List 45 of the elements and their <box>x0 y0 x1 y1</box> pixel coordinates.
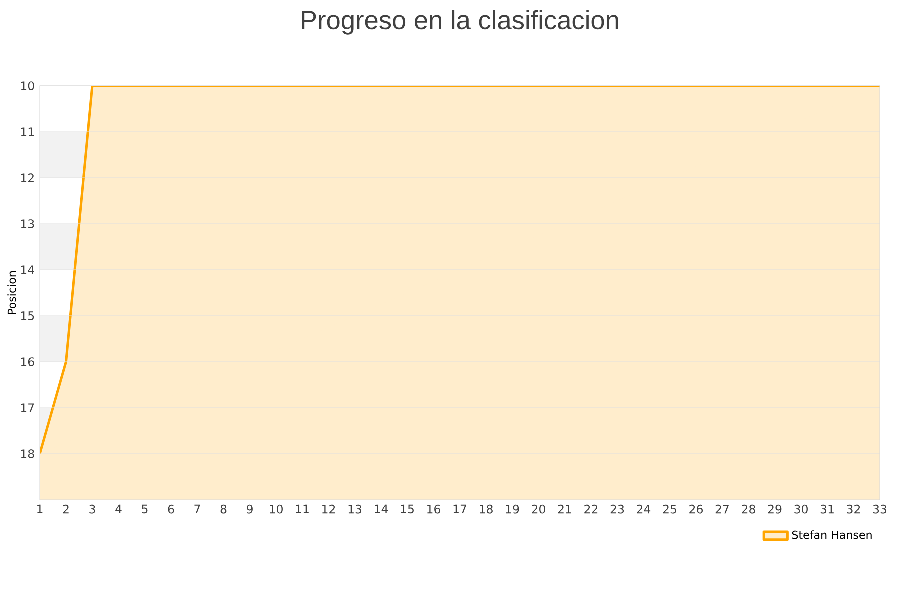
x-tick-label: 33 <box>873 504 887 514</box>
y-tick-label: 16 <box>21 358 34 366</box>
x-tick-label: 15 <box>401 504 414 514</box>
x-tick-label: 25 <box>663 504 676 514</box>
x-tick-label: 21 <box>558 504 572 514</box>
x-tick-label: 18 <box>480 504 493 514</box>
x-tick-label: 5 <box>142 504 148 514</box>
x-tick-label: 4 <box>116 504 122 514</box>
x-tick-label: 32 <box>847 504 860 514</box>
x-tick-label: 30 <box>794 504 808 514</box>
x-tick-label: 7 <box>194 504 200 514</box>
x-tick-label: 8 <box>220 504 227 514</box>
y-tick-label: 14 <box>21 266 34 274</box>
chart-title: Progreso en la clasificacion <box>302 10 618 35</box>
x-tick-label: 12 <box>322 504 336 514</box>
x-tick-label: 19 <box>506 504 520 514</box>
y-tick-label: 18 <box>21 450 34 458</box>
x-tick-label: 29 <box>768 504 782 514</box>
x-tick-label: 20 <box>532 504 546 514</box>
y-tick-label: 10 <box>21 82 34 90</box>
y-tick-label: 15 <box>21 312 34 320</box>
x-tick-label: 1 <box>38 504 43 514</box>
x-tick-label: 9 <box>246 504 253 514</box>
x-tick-label: 27 <box>716 504 729 514</box>
x-tick-label: 26 <box>690 504 703 514</box>
x-tick-label: 2 <box>63 504 69 514</box>
x-tick-label: 31 <box>820 504 834 514</box>
x-tick-label: 16 <box>428 504 440 514</box>
x-tick-label: 22 <box>584 504 598 514</box>
x-tick-label: 14 <box>375 504 388 514</box>
x-tick-label: 13 <box>348 504 362 514</box>
x-tick-label: 17 <box>454 504 466 514</box>
y-axis-title: Posicion <box>8 272 16 314</box>
x-tick-label: 6 <box>168 504 174 514</box>
legend-label: Stefan Hansen <box>792 530 872 540</box>
y-tick-label: 17 <box>21 404 34 412</box>
x-tick-label: 23 <box>610 504 624 514</box>
x-tick-label: 10 <box>270 504 283 514</box>
x-tick-label: 28 <box>742 504 756 514</box>
x-tick-label: 11 <box>296 504 309 514</box>
x-tick-label: 24 <box>637 504 651 514</box>
y-tick-label: 13 <box>21 220 34 228</box>
y-tick-label: 11 <box>21 128 34 136</box>
y-tick-label: 12 <box>21 174 34 182</box>
x-tick-label: 3 <box>90 504 96 514</box>
